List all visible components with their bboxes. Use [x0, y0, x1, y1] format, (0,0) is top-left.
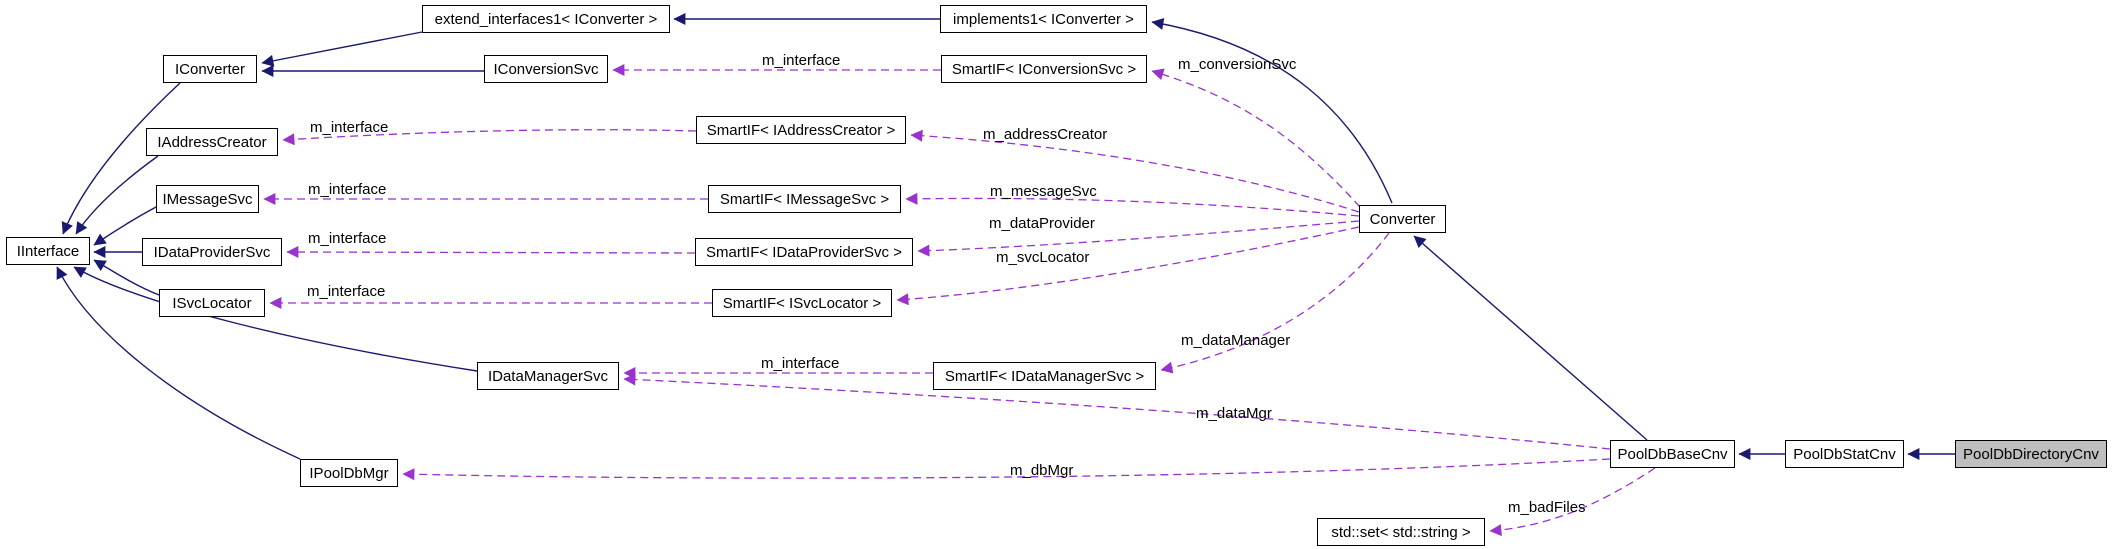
node-iinterface[interactable]: IInterface [6, 237, 90, 265]
node-idataprovidersvc[interactable]: IDataProviderSvc [142, 238, 282, 266]
edge-idatamanagersvc-to-iinterface [73, 266, 478, 372]
node-converter[interactable]: Converter [1359, 205, 1446, 233]
edge-converter-to-smartif-imessagesvc [905, 192, 1360, 217]
node-smartif-idataprovidersvc[interactable]: SmartIF< IDataProviderSvc > [695, 238, 913, 266]
edge-isvclocator-to-iinterface [93, 259, 160, 296]
edge-smartif-iaddresscreator-to-iaddresscreator [282, 129, 697, 146]
edge-ipooldbmgr-to-iinterface [56, 266, 301, 460]
edge-pooldbbasecnv-to-ipooldbmgr [402, 458, 1611, 481]
edge-label-m-messagesvc: m_messageSvc [990, 183, 1097, 200]
edge-label-m-interface-addresscreator: m_interface [310, 119, 389, 136]
edge-label-m-dbmgr: m_dbMgr [1010, 462, 1074, 479]
node-pooldbdirectorycnv: PoolDbDirectoryCnv [1955, 440, 2107, 468]
node-std-set-string[interactable]: std::set< std::string > [1317, 518, 1485, 546]
node-smartif-isvclocator[interactable]: SmartIF< ISvcLocator > [712, 289, 892, 317]
edge-label-m-datamanager: m_dataManager [1181, 332, 1291, 349]
edge-iaddresscreator-to-iinterface [75, 155, 159, 235]
edge-label-m-dataprovider: m_dataProvider [989, 215, 1095, 232]
edge-pooldbbasecnv-to-idatamanagersvc [623, 373, 1611, 450]
node-smartif-idatamanagersvc[interactable]: SmartIF< IDataManagerSvc > [933, 362, 1156, 390]
edge-label-m-svclocator: m_svcLocator [996, 249, 1090, 266]
edge-pooldbbasecnv-to-converter [1413, 235, 1648, 441]
edge-pooldbbasecnv-to-stdset [1489, 467, 1656, 537]
edge-converter-to-smartif-idatamanagersvc [1160, 232, 1390, 374]
node-smartif-iconversionsvc[interactable]: SmartIF< IConversionSvc > [941, 55, 1147, 83]
edge-iconverter-to-iinterface [61, 82, 181, 235]
edge-extend-interfaces1-to-iconverter [261, 31, 423, 67]
node-iaddresscreator[interactable]: IAddressCreator [146, 128, 278, 156]
node-imessagesvc[interactable]: IMessageSvc [156, 185, 259, 213]
edge-label-m-interface-conversionsvc: m_interface [762, 52, 841, 69]
edge-label-m-conversionsvc: m_conversionSvc [1178, 56, 1297, 73]
node-implements1[interactable]: implements1< IConverter > [940, 5, 1147, 33]
edge-converter-to-smartif-idataprovidersvc [917, 220, 1360, 257]
edge-converter-to-smartif-isvclocator [896, 226, 1360, 306]
node-extend-interfaces1[interactable]: extend_interfaces1< IConverter > [422, 5, 670, 33]
edge-smartif-idataprovidersvc-to-idataprovidersvc [286, 246, 696, 259]
edge-label-m-interface-messagesvc: m_interface [308, 181, 387, 198]
node-iconversionsvc[interactable]: IConversionSvc [484, 55, 608, 83]
edge-label-m-interface-svclocator: m_interface [307, 283, 386, 300]
edge-label-m-datamgr: m_dataMgr [1196, 405, 1272, 422]
edge-converter-to-smartif-iaddresscreator [910, 129, 1360, 213]
edge-label-m-badfiles: m_badFiles [1508, 499, 1586, 516]
node-pooldbbasecnv[interactable]: PoolDbBaseCnv [1610, 440, 1735, 468]
edge-label-m-interface-dataprovidersvc: m_interface [308, 230, 387, 247]
node-smartif-iaddresscreator[interactable]: SmartIF< IAddressCreator > [696, 116, 906, 144]
node-ipooldbmgr[interactable]: IPoolDbMgr [300, 459, 398, 487]
edge-label-m-interface-datamanagersvc: m_interface [761, 355, 840, 372]
edge-label-m-addresscreator: m_addressCreator [983, 126, 1108, 143]
node-pooldbstatcnv[interactable]: PoolDbStatCnv [1785, 440, 1904, 468]
node-smartif-imessagesvc[interactable]: SmartIF< IMessageSvc > [708, 185, 901, 213]
edge-imessagesvc-to-iinterface [93, 206, 157, 246]
node-isvclocator[interactable]: ISvcLocator [159, 289, 265, 317]
edge-converter-to-smartif-iconversionsvc [1151, 68, 1361, 208]
node-iconverter[interactable]: IConverter [163, 55, 257, 83]
node-idatamanagersvc[interactable]: IDataManagerSvc [477, 362, 619, 390]
edge-converter-to-implements1 [1151, 18, 1393, 204]
